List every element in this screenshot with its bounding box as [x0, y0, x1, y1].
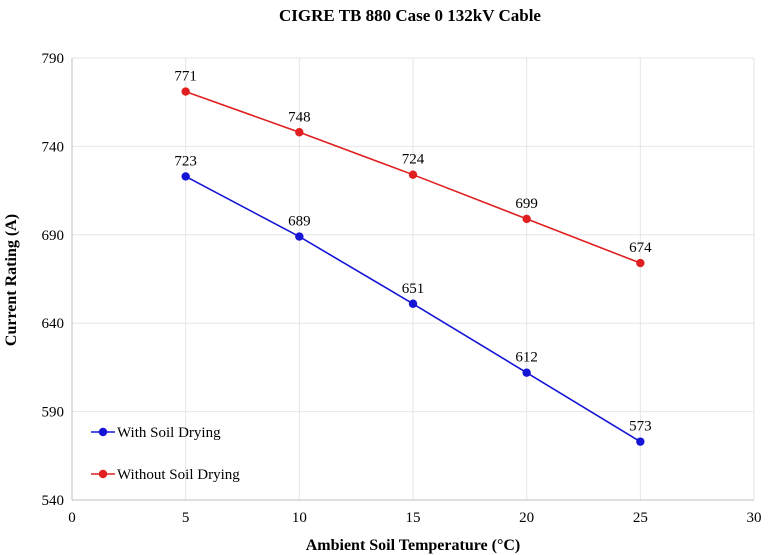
- x-tick-label: 5: [182, 510, 190, 526]
- data-labels: 723 689 651 612 573 771 748 724 699 674: [174, 69, 652, 435]
- data-label: 771: [174, 69, 197, 85]
- x-axis-label: Ambient Soil Temperature (°C): [306, 537, 521, 554]
- data-label: 689: [288, 214, 311, 230]
- data-point: [522, 214, 531, 224]
- x-tick-label: 20: [519, 510, 534, 526]
- data-point: [181, 172, 190, 181]
- y-tick-labels: 540 590 640 690 740 790: [42, 51, 65, 509]
- legend-marker: [98, 469, 108, 479]
- data-point: [408, 299, 418, 308]
- x-tick-label: 10: [292, 510, 307, 526]
- data-point: [295, 232, 304, 241]
- y-tick-label: 790: [42, 51, 65, 67]
- data-point: [181, 87, 190, 96]
- axes: [71, 58, 754, 501]
- series: [181, 87, 645, 446]
- legend-entry: With Soil Drying: [117, 425, 221, 441]
- y-tick-label: 590: [42, 405, 65, 421]
- data-label: 651: [402, 281, 425, 297]
- data-label: 724: [402, 152, 425, 168]
- data-label: 674: [629, 240, 652, 256]
- data-label: 699: [515, 196, 538, 212]
- legend: With Soil Drying Without Soil Drying: [91, 425, 240, 483]
- data-label: 573: [629, 419, 652, 435]
- data-point: [408, 170, 418, 179]
- data-point: [636, 258, 645, 268]
- y-tick-label: 540: [42, 493, 65, 509]
- data-label: 748: [288, 109, 311, 125]
- data-point: [295, 128, 304, 137]
- legend-entry: Without Soil Drying: [117, 467, 240, 483]
- x-tick-label: 30: [747, 510, 762, 526]
- data-label: 612: [515, 350, 538, 366]
- x-tick-label: 25: [633, 510, 648, 526]
- data-label: 723: [174, 153, 197, 169]
- y-tick-label: 690: [42, 228, 65, 244]
- data-point: [636, 437, 645, 446]
- data-point: [522, 368, 531, 377]
- x-tick-label: 0: [68, 510, 76, 526]
- grid: [72, 57, 755, 500]
- y-tick-label: 640: [42, 316, 65, 332]
- x-tick-label: 15: [406, 510, 421, 526]
- y-axis-label: Current Rating (A): [3, 214, 20, 346]
- legend-marker: [98, 427, 108, 437]
- y-tick-label: 740: [42, 139, 65, 155]
- x-tick-labels: 0 5 10 15 20 25 30: [68, 510, 761, 526]
- chart-title: CIGRE TB 880 Case 0 132kV Cable: [279, 6, 541, 25]
